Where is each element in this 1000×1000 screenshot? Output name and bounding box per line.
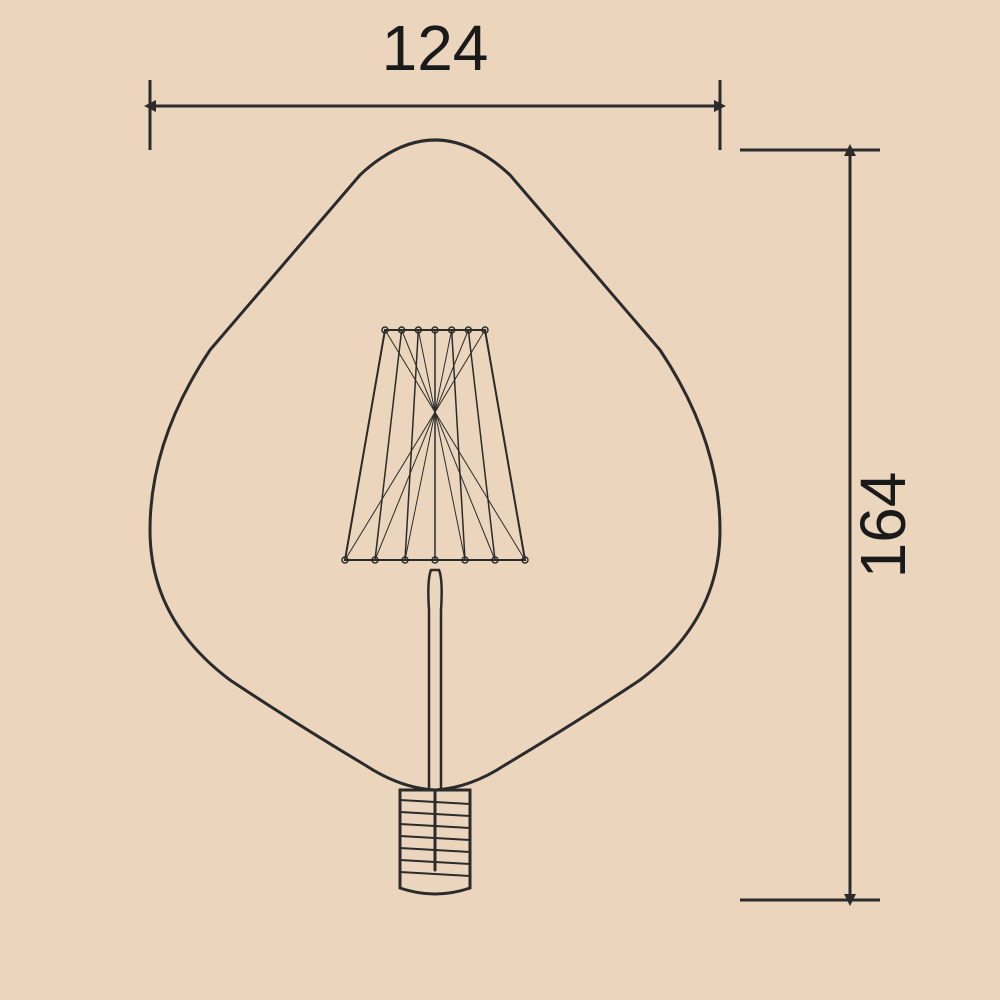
dimension-height-label: 164 xyxy=(847,472,919,579)
dimension-width-label: 124 xyxy=(382,12,489,84)
diagram-canvas: 124 164 xyxy=(0,0,1000,1000)
diagram-svg: 124 164 xyxy=(0,0,1000,1000)
